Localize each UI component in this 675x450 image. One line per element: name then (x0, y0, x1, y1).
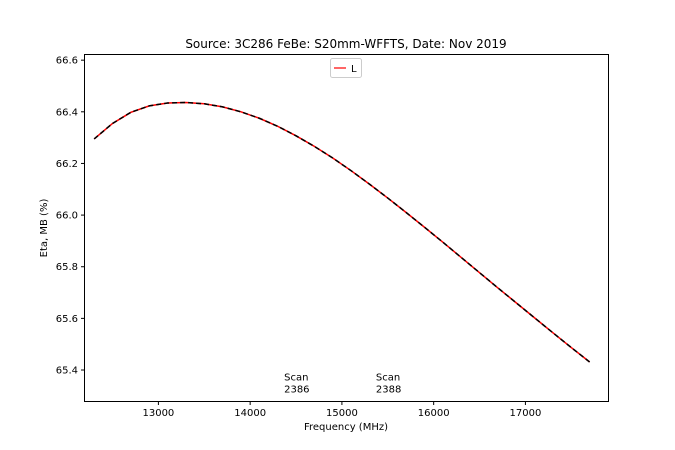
series-layer (93, 101, 591, 363)
x-tick-label: 15000 (326, 408, 358, 419)
x-tick-label: 17000 (510, 408, 542, 419)
scan-annotation: Scan (284, 372, 308, 383)
x-axis: 13000 14000 15000 16000 17000 (142, 401, 541, 419)
y-tick-label: 66.2 (56, 159, 78, 170)
scan-annotation: Scan (376, 372, 400, 383)
plot-area (84, 54, 609, 402)
x-tick-label: 16000 (418, 408, 450, 419)
y-tick-label: 65.8 (56, 262, 78, 273)
y-tick-label: 65.4 (56, 366, 78, 377)
y-tick-label: 65.6 (56, 314, 78, 325)
y-tick-label: 66.6 (56, 56, 78, 67)
x-tick-label: 13000 (142, 408, 174, 419)
y-axis: 65.4 65.6 65.8 66.0 66.2 66.4 66.6 (56, 56, 85, 377)
scan-annotation: 2386 (284, 384, 309, 395)
legend: L (330, 58, 362, 78)
y-axis-label: Eta, MB (%) (39, 199, 50, 258)
chart-title: Source: 3C286 FeBe: S20mm-WFFTS, Date: N… (185, 37, 506, 51)
series-line-2 (93, 101, 591, 363)
x-tick-label: 14000 (234, 408, 266, 419)
y-tick-label: 66.0 (56, 211, 78, 222)
scan-annotation: 2388 (376, 384, 401, 395)
x-axis-label: Frequency (MHz) (304, 422, 388, 433)
series-line-1 (93, 101, 591, 363)
y-tick-label: 66.4 (56, 107, 78, 118)
legend-label-l: L (351, 64, 357, 75)
